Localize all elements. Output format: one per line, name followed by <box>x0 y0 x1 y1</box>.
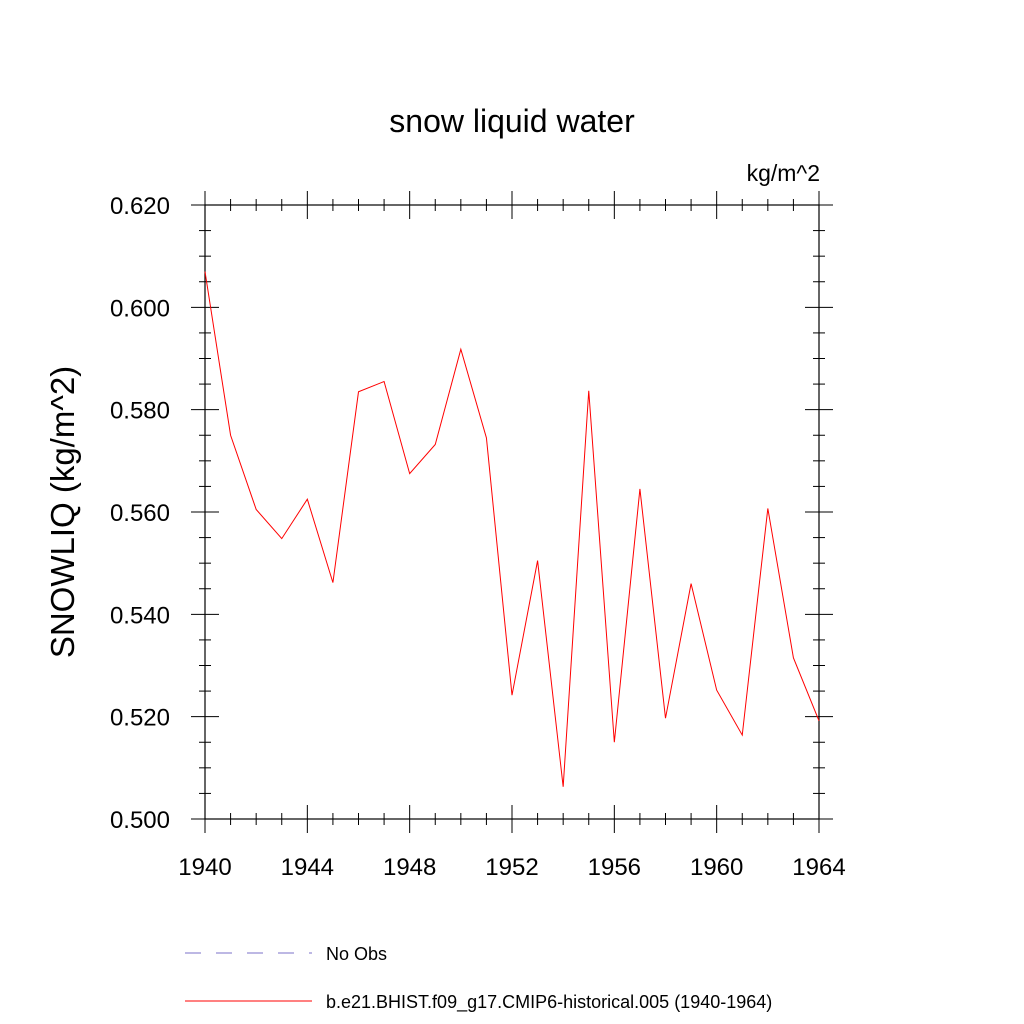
legend-label-model-series: b.e21.BHIST.f09_g17.CMIP6-historical.005… <box>326 992 772 1013</box>
y-tick-label: 0.580 <box>110 398 170 425</box>
series-layer <box>204 271 820 787</box>
legend: No Obs b.e21.BHIST.f09_g17.CMIP6-histori… <box>185 944 772 1013</box>
y-tick-label: 0.600 <box>110 295 170 322</box>
y-tick-label: 0.540 <box>110 602 170 629</box>
x-tick-labels: 1940 1944 1948 1952 1956 1960 1964 <box>178 854 845 881</box>
x-tick-label: 1956 <box>588 854 641 881</box>
minor-ticks <box>199 199 825 825</box>
major-ticks <box>191 191 833 833</box>
y-tick-label: 0.500 <box>110 807 170 834</box>
y-axis-label: SNOWLIQ (kg/m^2) <box>44 366 81 658</box>
y-tick-label: 0.520 <box>110 705 170 732</box>
x-tick-label: 1964 <box>792 854 845 881</box>
y-tick-label: 0.620 <box>110 193 170 220</box>
legend-label-no-obs: No Obs <box>326 944 387 964</box>
x-tick-label: 1948 <box>383 854 436 881</box>
units-label: kg/m^2 <box>747 160 820 186</box>
x-tick-label: 1944 <box>281 854 334 881</box>
y-tick-label: 0.560 <box>110 500 170 527</box>
x-tick-label: 1940 <box>178 854 231 881</box>
x-tick-label: 1952 <box>485 854 538 881</box>
x-tick-label: 1960 <box>690 854 743 881</box>
y-tick-labels: 0.500 0.520 0.540 0.560 0.580 0.600 0.620 <box>110 193 170 834</box>
plot-frame <box>204 204 820 820</box>
series-line-0 <box>204 271 820 787</box>
chart-title: snow liquid water <box>389 103 635 139</box>
